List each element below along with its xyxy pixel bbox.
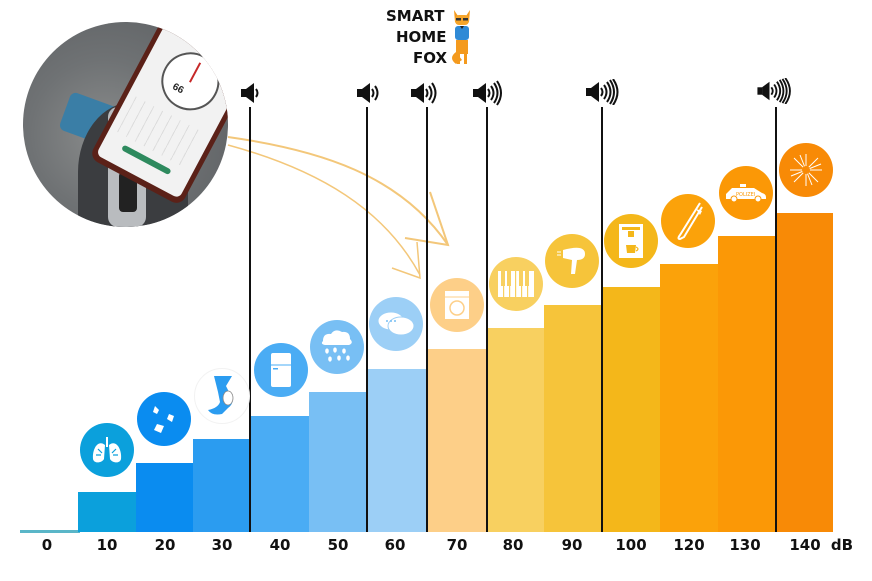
coffee-machine-icon [604, 214, 658, 268]
bar-70db [428, 349, 486, 532]
bar-0db [20, 530, 80, 533]
lungs-icon [80, 423, 134, 477]
speaker-5-wave-icon [586, 79, 619, 105]
piano-keys-icon [489, 257, 543, 311]
bar-140db [777, 213, 833, 532]
tick-label-10: 10 [96, 536, 118, 554]
loudness-line-2 [366, 107, 368, 532]
loudness-line-6 [775, 107, 777, 532]
tick-label-100: 100 [615, 536, 647, 554]
bar-40db [251, 416, 309, 532]
whisper-icon [194, 368, 250, 424]
trombone-icon [661, 194, 715, 248]
logo-line-fox: FOX [413, 49, 448, 67]
fox-mascot-icon [452, 10, 470, 64]
smart-home-fox-logo: SMART HOME FOX [384, 6, 484, 68]
bar-50db [309, 392, 367, 532]
speaker-4-wave-icon [473, 80, 502, 106]
loudness-line-3 [426, 107, 428, 532]
hair-dryer-icon [545, 234, 599, 288]
bar-10db [78, 492, 136, 532]
unit-label-db: dB [830, 536, 854, 554]
speaker-6-wave-icon [757, 78, 791, 104]
police-car-icon: POLIZEI [719, 166, 773, 220]
bar-80db [488, 328, 544, 532]
logo-line-smart: SMART [386, 7, 445, 25]
tick-label-60: 60 [384, 536, 406, 554]
speaker-3-wave-icon [411, 82, 437, 104]
washing-machine-icon [430, 278, 484, 332]
vacuum-display [119, 172, 137, 212]
refrigerator-icon [254, 343, 308, 397]
bar-30db [193, 439, 250, 532]
conversation-icon [369, 297, 423, 351]
falling-leaves-icon [137, 392, 191, 446]
tick-label-90: 90 [561, 536, 583, 554]
speaker-1-wave-icon [241, 83, 259, 103]
bar-100db [603, 287, 660, 532]
tick-label-30: 30 [211, 536, 233, 554]
loudness-line-1 [249, 107, 251, 532]
tick-label-40: 40 [269, 536, 291, 554]
bar-90db [544, 305, 602, 532]
rain-cloud-icon [310, 320, 364, 374]
tick-label-50: 50 [327, 536, 349, 554]
tick-label-0: 0 [41, 536, 53, 554]
bar-120db [660, 264, 718, 532]
logo-line-home: HOME [396, 28, 447, 46]
tick-label-20: 20 [154, 536, 176, 554]
tick-label-120: 120 [673, 536, 705, 554]
loudness-line-5 [601, 107, 603, 532]
svg-text:POLIZEI: POLIZEI [736, 192, 755, 198]
fireworks-icon [779, 143, 833, 197]
bar-20db [136, 463, 193, 532]
loudness-line-4 [486, 107, 488, 532]
tick-label-80: 80 [502, 536, 524, 554]
sound-meter-photo: 66 [23, 22, 228, 227]
speaker-2-wave-icon [357, 83, 379, 103]
bar-130db [718, 236, 776, 532]
tick-label-70: 70 [446, 536, 468, 554]
tick-label-130: 130 [729, 536, 761, 554]
tick-label-140: 140 [789, 536, 821, 554]
bar-60db [368, 369, 427, 532]
